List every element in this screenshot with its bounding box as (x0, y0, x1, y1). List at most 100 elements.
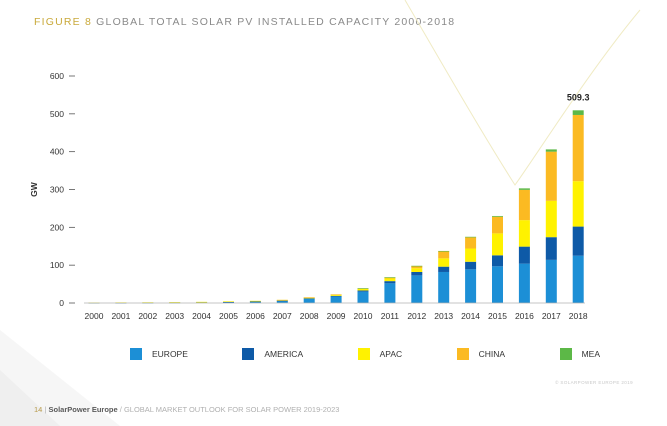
bar-segment-america-2004 (196, 302, 208, 303)
x-tick-label-2016: 2016 (515, 311, 534, 321)
bar-segment-europe-2007 (276, 300, 288, 303)
bar-segment-america-2005 (223, 301, 234, 303)
legend-item-mea: MEA (559, 348, 600, 360)
bar-segment-america-2017 (545, 237, 557, 260)
bar-segment-apac-2013 (438, 258, 450, 267)
bar-segment-mea-2018 (572, 110, 584, 115)
x-tick-label-2008: 2008 (300, 311, 319, 321)
bar-segment-apac-2004 (196, 301, 208, 303)
bar-segment-apac-2011 (384, 278, 396, 282)
legend-label-china: CHINA (478, 349, 506, 359)
bar-segment-apac-2018 (572, 181, 584, 227)
bar-segment-europe-2010 (357, 291, 369, 303)
bar-segment-mea-2017 (545, 149, 557, 152)
legend-swatch-mea (559, 348, 572, 360)
bar-segment-apac-2003 (169, 302, 181, 303)
bar-segment-europe-2006 (249, 301, 261, 303)
y-tick-label: 100 (50, 260, 64, 270)
copyright-notice: © SOLARPOWER EUROPE 2019 (555, 380, 633, 385)
figure-title-text: GLOBAL TOTAL SOLAR PV INSTALLED CAPACITY… (96, 16, 456, 28)
bar-segment-china-2009 (330, 294, 342, 295)
bar-segment-america-2014 (465, 261, 477, 270)
bar-segment-apac-2005 (223, 301, 234, 302)
bar-segment-europe-2008 (303, 298, 315, 303)
bar-segment-america-2018 (572, 226, 584, 256)
x-tick-label-2009: 2009 (327, 311, 346, 321)
bar-segment-mea-2012 (411, 265, 423, 267)
footer-separator: | (44, 405, 47, 414)
legend-label-apac: APAC (379, 349, 403, 359)
legend-swatch-china (456, 348, 469, 360)
bar-segment-mea-2011 (384, 277, 396, 278)
x-tick-label-2012: 2012 (407, 311, 426, 321)
bar-segment-europe-2013 (438, 271, 450, 303)
bar-segment-america-2015 (492, 255, 503, 267)
footer-brand: SolarPower Europe (48, 405, 118, 414)
bar-segment-america-2009 (330, 295, 342, 297)
bar-segment-china-2014 (465, 237, 477, 249)
x-tick-label-2013: 2013 (434, 311, 453, 321)
x-tick-label-2018: 2018 (569, 311, 588, 321)
y-axis-label: GW (29, 181, 39, 197)
footer-separator: / (119, 405, 122, 414)
legend-item-america: AMERICA (242, 348, 303, 360)
y-tick-label: 200 (50, 222, 64, 232)
bar-segment-europe-2015 (492, 266, 503, 303)
x-tick-label-2010: 2010 (354, 311, 373, 321)
bar-segment-europe-2016 (518, 263, 530, 303)
x-tick-label-2017: 2017 (542, 311, 561, 321)
bar-segment-china-2007 (276, 299, 288, 301)
y-tick-label: 300 (50, 185, 64, 195)
legend-item-europe: EUROPE (130, 348, 188, 360)
bar-segment-europe-2009 (330, 296, 342, 303)
x-tick-label-2007: 2007 (273, 311, 292, 321)
x-tick-label-2015: 2015 (488, 311, 507, 321)
bar-segment-mea-2016 (518, 188, 530, 190)
decorative-arc (404, 0, 641, 186)
bar-segment-mea-2010 (357, 288, 369, 289)
x-tick-label-2014: 2014 (461, 311, 480, 321)
bar-segment-america-2016 (518, 246, 530, 264)
legend-swatch-america (242, 348, 255, 360)
bar-segment-america-2011 (384, 281, 396, 284)
x-tick-label-2002: 2002 (138, 311, 157, 321)
bar-segment-apac-2009 (330, 294, 342, 296)
bar-segment-apac-2016 (518, 220, 530, 247)
bar-segment-mea-2013 (438, 250, 450, 252)
page-footer: 14 | SolarPower Europe / GLOBAL MARKET O… (34, 405, 339, 414)
bar-segment-europe-2017 (545, 259, 557, 303)
bar-segment-apac-2002 (142, 302, 154, 303)
bar-segment-america-2006 (249, 301, 261, 303)
bar-segment-america-2013 (438, 266, 450, 272)
legend-item-apac: APAC (357, 348, 403, 360)
bar-segment-europe-2014 (465, 269, 477, 303)
bar-segment-china-2016 (518, 189, 530, 221)
x-tick-label-2006: 2006 (246, 311, 265, 321)
bar-segment-apac-2010 (357, 288, 369, 291)
bar-segment-china-2018 (572, 114, 584, 182)
bar-segment-china-2017 (545, 151, 557, 201)
bar-segment-china-2012 (411, 265, 423, 269)
figure-label: FIGURE 8 (34, 16, 93, 28)
page-number: 14 (34, 405, 43, 414)
bar-segment-mea-2014 (465, 236, 477, 238)
bar-segment-europe-2011 (384, 283, 396, 303)
bar-segment-europe-2018 (572, 255, 584, 303)
bar-segment-europe-2012 (411, 275, 423, 303)
y-tick-label: 500 (50, 109, 64, 119)
legend-label-mea: MEA (581, 349, 600, 359)
x-tick-label-2001: 2001 (111, 311, 130, 321)
bar-segment-america-2010 (357, 290, 369, 292)
chart-legend: EUROPE AMERICA APAC CHINA MEA (130, 345, 600, 363)
bar-segment-america-2007 (276, 300, 288, 302)
bar-segment-america-2008 (303, 298, 315, 299)
bar-segment-china-2013 (438, 251, 450, 259)
x-tick-label-2004: 2004 (192, 311, 211, 321)
legend-swatch-apac (357, 348, 370, 360)
bar-segment-apac-2014 (465, 248, 477, 262)
y-tick-label: 0 (59, 298, 64, 308)
legend-item-china: CHINA (456, 348, 506, 360)
bar-segment-apac-2006 (249, 300, 261, 302)
x-tick-label-2011: 2011 (381, 311, 400, 321)
